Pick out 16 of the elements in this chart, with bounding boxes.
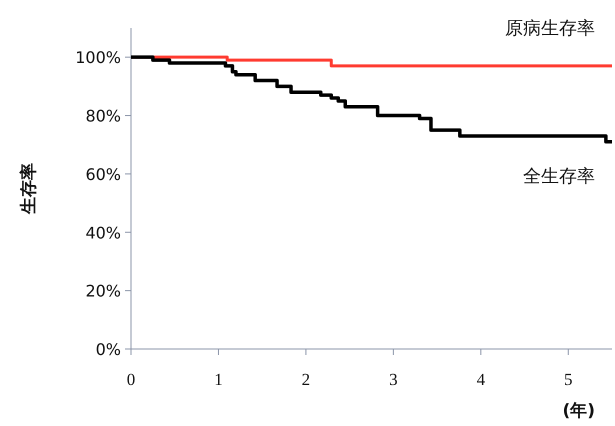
y-tick-label: 100%	[75, 48, 121, 68]
y-tick-label: 20%	[85, 282, 121, 301]
y-tick-label: 60%	[85, 164, 121, 184]
y-tick-label: 40%	[85, 223, 121, 242]
x-tick-label: 2	[302, 370, 310, 389]
x-tick-label: 4	[476, 370, 486, 389]
y-axis-title: 生存率	[19, 163, 39, 215]
series-label: 全生存率	[523, 166, 595, 187]
y-tick-label: 80%	[85, 106, 121, 126]
y-tick-label: 0%	[96, 340, 121, 359]
series-label: 原病生存率	[505, 18, 595, 39]
x-tick-label: 5	[564, 370, 573, 389]
x-tick-label: 3	[389, 370, 398, 389]
x-tick-label: 1	[214, 370, 223, 389]
x-tick-label: 0	[126, 370, 136, 389]
x-axis-title: (年)	[562, 401, 595, 421]
